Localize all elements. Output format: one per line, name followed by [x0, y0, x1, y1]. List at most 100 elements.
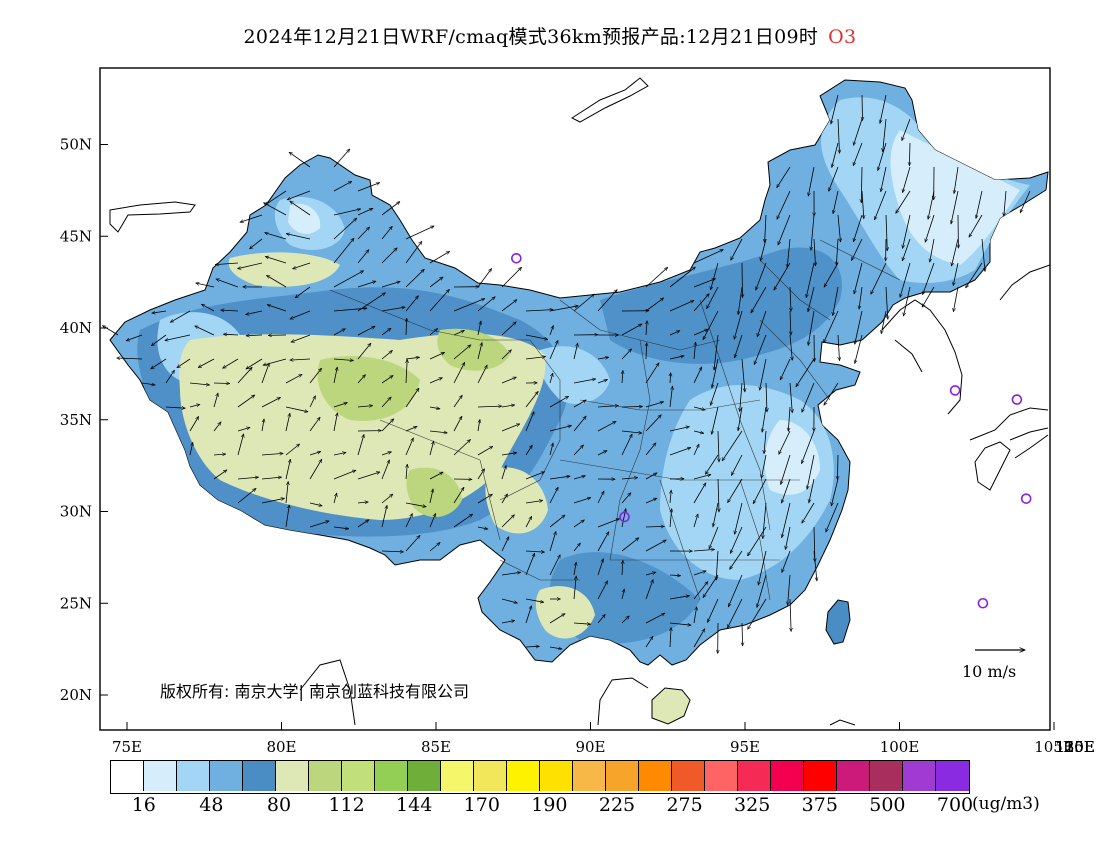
- wind-arrow: [693, 571, 706, 576]
- wind-arrow: [669, 596, 690, 600]
- wind-arrow: [756, 262, 767, 290]
- wind-arrow: [549, 326, 553, 336]
- wind-arrow: [333, 180, 352, 192]
- wind-arrow: [754, 334, 767, 365]
- wind-arrow: [712, 406, 719, 434]
- wind-arrow: [549, 515, 565, 528]
- wind-arrow: [670, 628, 671, 648]
- legend-swatch: [342, 761, 375, 791]
- wind-arrow: [925, 214, 935, 242]
- wind-arrow: [381, 226, 392, 240]
- wind-arrow: [198, 358, 215, 368]
- wind-arrow: [333, 218, 357, 240]
- wind-arrow: [735, 502, 743, 534]
- wind-arrow: [621, 493, 631, 504]
- wind-arrow: [853, 118, 863, 145]
- wind-arrow: [788, 574, 791, 605]
- wind-arrow: [213, 470, 227, 480]
- wind-arrow: [813, 550, 817, 581]
- wind-arrow: [381, 307, 405, 312]
- lat-tick-label: 30N: [60, 503, 92, 521]
- wind-arrow: [851, 238, 863, 261]
- wind-arrow: [802, 502, 815, 523]
- light-green-band: [179, 333, 546, 520]
- wind-arrow: [878, 142, 887, 171]
- wind-arrow: [453, 345, 471, 360]
- wind-arrow: [766, 382, 767, 412]
- wind-arrow: [1004, 190, 1007, 216]
- legend-unit: (ug/m3): [972, 794, 1040, 814]
- wind-arrow: [196, 283, 215, 288]
- wind-arrow: [549, 531, 556, 552]
- wind-arrow: [706, 286, 719, 309]
- copyright-text: 版权所有: 南京大学| 南京创蓝科技有限公司: [160, 682, 469, 701]
- legend-swatch: [870, 761, 903, 791]
- pale-blue-band: [288, 203, 321, 234]
- wind-arrow: [597, 532, 610, 552]
- wind-arrow: [333, 493, 337, 504]
- wind-arrow: [103, 326, 119, 336]
- wind-arrow: [760, 238, 767, 261]
- wind-arrow: [549, 443, 553, 456]
- wind-arrow: [785, 526, 791, 550]
- wind-arrow: [645, 298, 664, 312]
- wind-arrow: [573, 562, 576, 576]
- wind-arrow: [928, 190, 935, 219]
- wind-arrow: [645, 363, 659, 384]
- wind-arrow: [429, 543, 440, 552]
- wind-arrow: [216, 279, 239, 288]
- wind-arrow: [501, 267, 522, 288]
- legend-swatch: [210, 761, 243, 791]
- wind-arrow: [670, 373, 671, 384]
- wind-arrow: [525, 391, 538, 408]
- legend-swatch: [177, 761, 210, 791]
- wind-arrow: [718, 430, 719, 462]
- wind-arrow: [405, 269, 424, 288]
- wind-arrow: [855, 310, 863, 344]
- legend-label: 275: [666, 794, 703, 816]
- station-marker: [1011, 394, 1023, 405]
- wind-arrow: [778, 214, 791, 245]
- station-marker: [511, 252, 522, 264]
- wind-arrow: [954, 166, 959, 194]
- legend-label: 144: [396, 794, 433, 816]
- wind-arrow: [333, 359, 353, 361]
- wind-arrow: [730, 238, 743, 260]
- wind-arrow: [261, 419, 264, 432]
- wind-arrow: [290, 359, 311, 360]
- wind-arrow: [117, 358, 143, 359]
- wind-arrow: [501, 621, 515, 624]
- wind-arrow: [645, 539, 666, 552]
- wind-arrow: [859, 286, 863, 309]
- wind-arrow: [764, 430, 767, 454]
- wind-arrow: [573, 399, 586, 408]
- wind-arrow: [748, 526, 767, 556]
- wind-arrow: [870, 262, 887, 294]
- wind-arrow: [853, 142, 863, 166]
- wind-arrow: [741, 358, 745, 392]
- wind-arrow: [165, 334, 191, 341]
- legend-label: 500: [869, 794, 906, 816]
- wind-arrow: [573, 294, 594, 312]
- wind-arrow: [429, 377, 442, 384]
- station-marker: [949, 385, 961, 396]
- wind-arrow: [693, 279, 716, 288]
- coastlines: [109, 77, 1050, 726]
- wind-arrow: [597, 357, 609, 359]
- wind-arrow: [953, 286, 959, 312]
- wind-arrow: [477, 406, 502, 407]
- wind-arrow: [573, 623, 591, 624]
- wind-arrow: [902, 118, 911, 141]
- wind-arrow: [729, 526, 743, 553]
- light-green-band: [228, 252, 340, 287]
- legend-swatch: [507, 761, 540, 791]
- lon-tick-label: 105E: [1034, 738, 1074, 756]
- wind-arrow: [152, 310, 167, 313]
- wind-arrow: [381, 282, 400, 288]
- wind-arrow: [621, 616, 629, 624]
- wind-arrow: [881, 166, 887, 192]
- wind-arrow: [621, 589, 624, 600]
- wind-arrow: [333, 149, 350, 168]
- wind-arrow: [748, 598, 767, 629]
- wind-arrow: [823, 310, 839, 343]
